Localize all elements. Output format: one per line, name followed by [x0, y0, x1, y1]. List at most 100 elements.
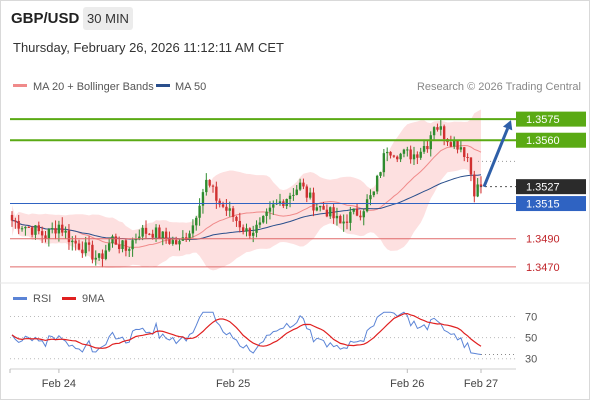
candle-body — [107, 243, 111, 251]
candle-body — [436, 127, 439, 130]
candle-body — [67, 230, 71, 243]
candle-body — [134, 238, 138, 241]
candle-body — [141, 227, 144, 237]
candle-body — [429, 135, 432, 150]
symbol-title: GBP/USD — [11, 10, 80, 27]
candle-body — [396, 156, 399, 160]
candle-body — [215, 186, 218, 201]
candle-body — [479, 184, 483, 187]
candle-body — [245, 228, 248, 232]
candle-body — [372, 191, 375, 196]
candle-body — [241, 227, 245, 232]
projection-arrow-head — [502, 120, 513, 131]
candle-body — [469, 157, 473, 175]
candle-body — [439, 126, 442, 130]
x-tick-label: Feb 27 — [464, 378, 498, 390]
candle-body — [195, 217, 198, 226]
candle-body — [87, 242, 91, 245]
candle-body — [148, 233, 151, 235]
candle-body — [71, 240, 74, 243]
candle-body — [268, 207, 272, 212]
level-box-last — [516, 179, 586, 195]
rsi-panel: 70 50 30 — [10, 311, 537, 366]
candle-body — [332, 207, 335, 219]
candle-body — [84, 242, 87, 254]
ma20-legend-swatch — [13, 84, 27, 87]
ma50-legend-label: MA 50 — [175, 81, 206, 93]
rsi-legend-swatch — [13, 297, 27, 300]
candle-body — [151, 233, 154, 238]
x-tick-label: Feb 24 — [42, 378, 76, 390]
candle-body — [422, 146, 426, 152]
level-label-resistance: 1.3560 — [526, 135, 560, 147]
timeframe-badge[interactable]: 30 MIN — [83, 7, 133, 30]
candle-body — [138, 236, 141, 239]
candle-body — [322, 205, 325, 210]
candle-body — [295, 189, 298, 195]
candle-body — [248, 228, 252, 236]
candle-body — [386, 151, 389, 154]
candle-body — [456, 139, 459, 150]
candle-body — [402, 149, 406, 154]
candle-body — [308, 192, 312, 198]
x-tick-label: Feb 26 — [390, 378, 424, 390]
candle-body — [379, 172, 382, 176]
candle-body — [463, 147, 466, 157]
candle-body — [131, 240, 134, 250]
candle-body — [459, 147, 463, 150]
rsi-tick-label: 50 — [525, 333, 537, 345]
candle-body — [118, 244, 121, 250]
ma20-line — [11, 144, 482, 249]
rsi-ma-legend-label: 9MA — [82, 293, 105, 305]
candle-body — [171, 240, 174, 244]
candle-body — [292, 194, 295, 196]
candle-body — [191, 225, 195, 234]
level-label-pivot: 1.3515 — [526, 199, 560, 211]
candle-body — [14, 220, 17, 222]
candle-body — [124, 240, 128, 251]
candle-body — [342, 221, 345, 224]
level-label-support: 1.3490 — [526, 234, 560, 246]
candle-body — [178, 240, 181, 245]
bollinger-band-area — [12, 109, 481, 271]
candle-body — [164, 231, 168, 240]
candle-body — [399, 153, 402, 160]
candle-body — [409, 149, 412, 160]
candle-body — [128, 249, 131, 251]
candle-body — [473, 174, 476, 197]
x-tick-label: Feb 25 — [216, 378, 250, 390]
candle-body — [352, 208, 355, 212]
rsi-ma-line — [11, 312, 482, 349]
candle-body — [258, 222, 262, 225]
rsi-tick-label: 30 — [525, 354, 537, 366]
candle-body — [40, 231, 44, 236]
candle-body — [466, 156, 469, 158]
candle-body — [20, 228, 24, 230]
x-axis: Feb 24 Feb 25 Feb 26 Feb 27 — [9, 369, 498, 390]
candle-body — [174, 240, 178, 245]
candle-body — [345, 221, 349, 223]
level-box-resistance — [516, 111, 586, 127]
candle-body — [208, 179, 211, 186]
candle-body — [111, 236, 114, 244]
candle-body — [211, 185, 215, 187]
candle-body — [315, 207, 319, 211]
rsi-legend-label: RSI — [33, 293, 51, 305]
ma20-legend-label: MA 20 + Bollinger Bands — [33, 81, 154, 93]
level-box-resistance — [516, 132, 586, 148]
attribution-text: Research © 2026 Trading Central — [417, 81, 581, 93]
candle-body — [426, 146, 429, 150]
candle-body — [54, 228, 57, 234]
candle-body — [188, 233, 191, 240]
candle-body — [375, 175, 379, 192]
candle-body — [319, 205, 322, 208]
candle-body — [198, 205, 201, 218]
projection-arrow-shaft — [482, 127, 510, 188]
candle-body — [359, 215, 362, 218]
candle-body — [392, 155, 396, 157]
candle-body — [81, 249, 84, 254]
candle-body — [121, 240, 124, 250]
candle-body — [369, 195, 372, 200]
candle-body — [419, 151, 422, 158]
